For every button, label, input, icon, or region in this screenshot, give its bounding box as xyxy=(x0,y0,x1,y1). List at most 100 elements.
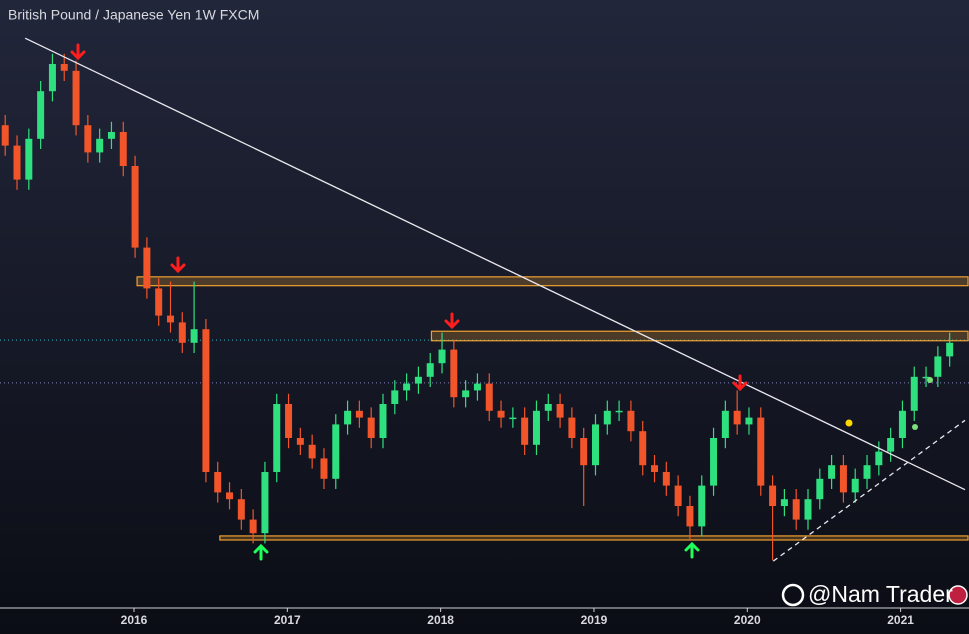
candle-body xyxy=(143,247,151,289)
candle-body xyxy=(462,390,470,398)
candle-body xyxy=(828,465,836,479)
down-arrow xyxy=(444,312,460,330)
candle-body xyxy=(426,363,434,377)
candle-body xyxy=(249,519,257,534)
candle-body xyxy=(733,410,741,425)
candle-body xyxy=(84,125,92,153)
candle-body xyxy=(757,417,765,486)
candle-body xyxy=(615,410,623,413)
candle-body xyxy=(509,417,517,420)
watermark-flag xyxy=(948,585,968,605)
candle-body xyxy=(226,492,234,500)
candle-body xyxy=(308,444,316,459)
candle-body xyxy=(320,458,328,479)
x-tick-label: 2021 xyxy=(887,613,914,627)
candle-body xyxy=(273,404,281,472)
candle-body xyxy=(190,329,198,343)
candle-body xyxy=(686,506,694,527)
candle-body xyxy=(946,342,954,357)
candle-body xyxy=(202,329,210,472)
candle-body xyxy=(25,138,33,180)
candle-body xyxy=(344,410,352,425)
candle-body xyxy=(414,376,422,384)
candle-body xyxy=(769,485,777,506)
candle-body xyxy=(721,410,729,438)
x-tick-label: 2018 xyxy=(427,613,454,627)
trendline xyxy=(24,37,966,491)
candle-body xyxy=(473,383,481,391)
candle-body xyxy=(544,404,552,411)
marker-dot xyxy=(912,424,918,430)
candle-body xyxy=(261,472,269,534)
candle-body xyxy=(497,410,505,418)
trendline xyxy=(772,419,966,562)
candle-body xyxy=(285,404,293,438)
arrows xyxy=(70,43,748,561)
candle-body xyxy=(166,315,174,323)
down-arrow xyxy=(70,43,86,61)
candle-body xyxy=(887,438,895,452)
candle-body xyxy=(839,465,847,493)
candle-body xyxy=(603,410,611,425)
up-arrow xyxy=(684,541,700,559)
candle-body xyxy=(627,410,635,432)
candle-body xyxy=(1,125,9,146)
candle-body xyxy=(237,499,245,520)
candle-body xyxy=(792,499,800,520)
down-arrow xyxy=(170,256,186,274)
candle-body xyxy=(910,376,918,411)
zone xyxy=(219,535,969,541)
candle-body xyxy=(863,465,871,479)
watermark-group: @Nam Trader xyxy=(781,581,968,607)
candle-body xyxy=(485,383,493,411)
candle-body xyxy=(332,424,340,479)
watermark: @Nam Trader xyxy=(808,581,953,607)
candle-body xyxy=(37,91,45,139)
candle-body xyxy=(804,499,812,520)
candle-body xyxy=(72,70,80,126)
marker-dot xyxy=(927,377,933,383)
candle-body xyxy=(60,64,68,71)
candle-body xyxy=(450,349,458,398)
candle-body xyxy=(532,410,540,445)
chart-title: British Pound / Japanese Yen 1W FXCM xyxy=(8,7,259,23)
watermark-icon xyxy=(781,583,805,607)
candle-body xyxy=(96,138,104,153)
zone xyxy=(430,330,969,342)
candle-body xyxy=(119,132,127,166)
x-tick-label: 2016 xyxy=(121,613,148,627)
candle-body xyxy=(651,465,659,472)
candle-body xyxy=(214,472,222,493)
candle-body xyxy=(48,64,56,92)
x-tick-label: 2017 xyxy=(274,613,301,627)
up-arrow xyxy=(253,543,269,561)
candle-body xyxy=(296,438,304,445)
candle-body xyxy=(745,417,753,425)
candle-body xyxy=(922,376,930,379)
candle-body xyxy=(367,417,375,438)
candle-body xyxy=(379,404,387,438)
candle-body xyxy=(521,417,529,445)
candle-body xyxy=(568,417,576,438)
candle-body xyxy=(13,145,21,180)
candle-body xyxy=(580,438,588,466)
candle-body xyxy=(639,431,647,466)
candle-body xyxy=(107,132,115,139)
down-arrow xyxy=(732,374,748,392)
candle-body xyxy=(698,485,706,527)
candle-body xyxy=(662,472,670,486)
candle-body xyxy=(355,410,363,418)
candle-body xyxy=(875,451,883,466)
candle-body xyxy=(131,166,139,248)
candle-body xyxy=(391,390,399,404)
candle-body xyxy=(403,383,411,391)
candle-body xyxy=(816,478,824,500)
candle-body xyxy=(178,322,186,343)
x-tick-label: 2020 xyxy=(734,613,761,627)
candle-body xyxy=(851,478,859,493)
x-tick-label: 2019 xyxy=(581,613,608,627)
candle-body xyxy=(780,499,788,506)
candle-body xyxy=(591,424,599,466)
